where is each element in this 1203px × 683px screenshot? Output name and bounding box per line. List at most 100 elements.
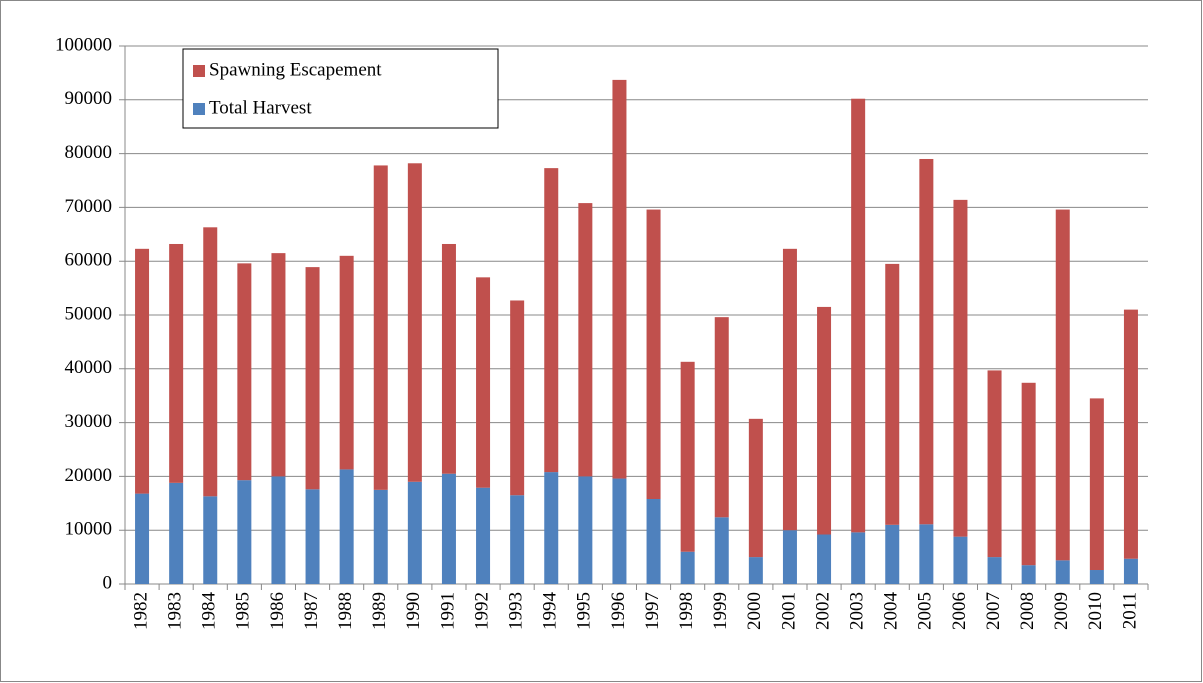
x-tick-label: 1983: [165, 592, 186, 630]
x-tick-label: 1993: [506, 592, 527, 630]
bar-segment: [441, 473, 456, 584]
bar-segment: [817, 306, 832, 535]
bar-segment: [476, 487, 491, 584]
bar-segment: [305, 267, 320, 490]
bar-segment: [271, 253, 286, 477]
bar-segment: [1055, 560, 1070, 584]
x-tick-label: 2010: [1085, 592, 1106, 630]
x-tick-label: 1999: [710, 592, 731, 630]
y-tick-label: 60000: [65, 250, 113, 271]
x-tick-label: 1998: [676, 592, 697, 630]
legend-swatch: [193, 65, 205, 77]
y-tick-label: 70000: [65, 196, 113, 217]
x-tick-label: 2004: [881, 592, 902, 631]
bar-segment: [782, 530, 797, 584]
bar-segment: [578, 203, 593, 477]
bar-segment: [1055, 209, 1070, 561]
bar-segment: [817, 534, 832, 584]
bar-segment: [510, 495, 525, 584]
x-tick-label: 2001: [778, 592, 799, 630]
bar-segment: [646, 209, 661, 499]
x-tick-label: 2009: [1051, 592, 1072, 630]
bar-segment: [1021, 565, 1036, 584]
bar-segment: [919, 158, 934, 525]
bar-segment: [1089, 398, 1104, 571]
bar-segment: [237, 263, 252, 481]
bar-segment: [373, 165, 388, 490]
x-tick-label: 1982: [130, 592, 151, 630]
bar-segment: [1123, 558, 1138, 584]
legend-box: [182, 48, 499, 129]
bar-segment: [271, 476, 286, 584]
bar-segment: [578, 476, 593, 584]
x-tick-label: 1984: [199, 592, 220, 631]
bar-segment: [169, 482, 184, 584]
bar-segment: [851, 98, 866, 533]
bar-segment: [476, 277, 491, 488]
legend-label: Spawning Escapement: [209, 59, 382, 80]
x-tick-label: 2006: [949, 592, 970, 630]
x-tick-label: 2000: [744, 592, 765, 630]
bar-segment: [987, 370, 1002, 558]
bar-segment: [339, 469, 354, 584]
bar-segment: [714, 317, 729, 518]
x-tick-label: 1996: [608, 592, 629, 630]
x-tick-label: 2008: [1017, 592, 1038, 630]
bar-segment: [237, 480, 252, 584]
bar-segment: [748, 557, 763, 584]
y-tick-label: 100000: [55, 34, 112, 55]
x-tick-label: 1990: [403, 592, 424, 630]
bar-segment: [407, 481, 422, 584]
bar-segment: [1021, 382, 1036, 566]
bar-segment: [851, 532, 866, 584]
bar-segment: [1123, 309, 1138, 559]
y-tick-label: 30000: [65, 411, 113, 432]
y-tick-label: 80000: [65, 142, 113, 163]
x-tick-label: 2003: [847, 592, 868, 630]
x-tick-label: 1989: [369, 592, 390, 630]
x-tick-label: 1988: [335, 592, 356, 630]
legend-swatch: [193, 103, 205, 115]
x-tick-label: 2005: [915, 592, 936, 630]
bar-segment: [714, 517, 729, 584]
x-tick-label: 1987: [301, 592, 322, 630]
bar-segment: [612, 79, 627, 479]
x-tick-label: 2011: [1119, 592, 1140, 629]
bar-segment: [135, 493, 150, 584]
x-tick-label: 1985: [233, 592, 254, 630]
bar-segment: [305, 489, 320, 584]
bar-segment: [441, 243, 456, 474]
x-tick-label: 1997: [642, 592, 663, 630]
x-tick-label: 2002: [812, 592, 833, 630]
x-tick-label: 1992: [471, 592, 492, 630]
bar-segment: [953, 536, 968, 584]
bar-segment: [680, 551, 695, 584]
y-tick-label: 10000: [65, 519, 113, 540]
bar-segment: [407, 163, 422, 482]
bar-segment: [1089, 570, 1104, 584]
bar-segment: [680, 361, 695, 552]
y-tick-label: 50000: [65, 303, 113, 324]
bar-segment: [373, 489, 388, 584]
x-tick-label: 1994: [540, 592, 561, 631]
bar-segment: [953, 199, 968, 537]
bar-segment: [510, 300, 525, 496]
bar-segment: [339, 255, 354, 470]
x-tick-label: 1995: [574, 592, 595, 630]
bar-segment: [919, 524, 934, 584]
bar-segment: [748, 418, 763, 558]
x-tick-label: 2007: [983, 592, 1004, 630]
x-tick-label: 1991: [437, 592, 458, 630]
bar-segment: [135, 248, 150, 494]
bar-segment: [203, 496, 218, 584]
bar-segment: [203, 227, 218, 497]
y-tick-label: 20000: [65, 465, 113, 486]
y-tick-label: 90000: [65, 88, 113, 109]
bar-segment: [544, 472, 559, 584]
bar-segment: [612, 478, 627, 584]
y-tick-label: 0: [103, 572, 113, 593]
bar-segment: [987, 557, 1002, 584]
bar-segment: [885, 524, 900, 584]
bar-segment: [544, 168, 559, 473]
